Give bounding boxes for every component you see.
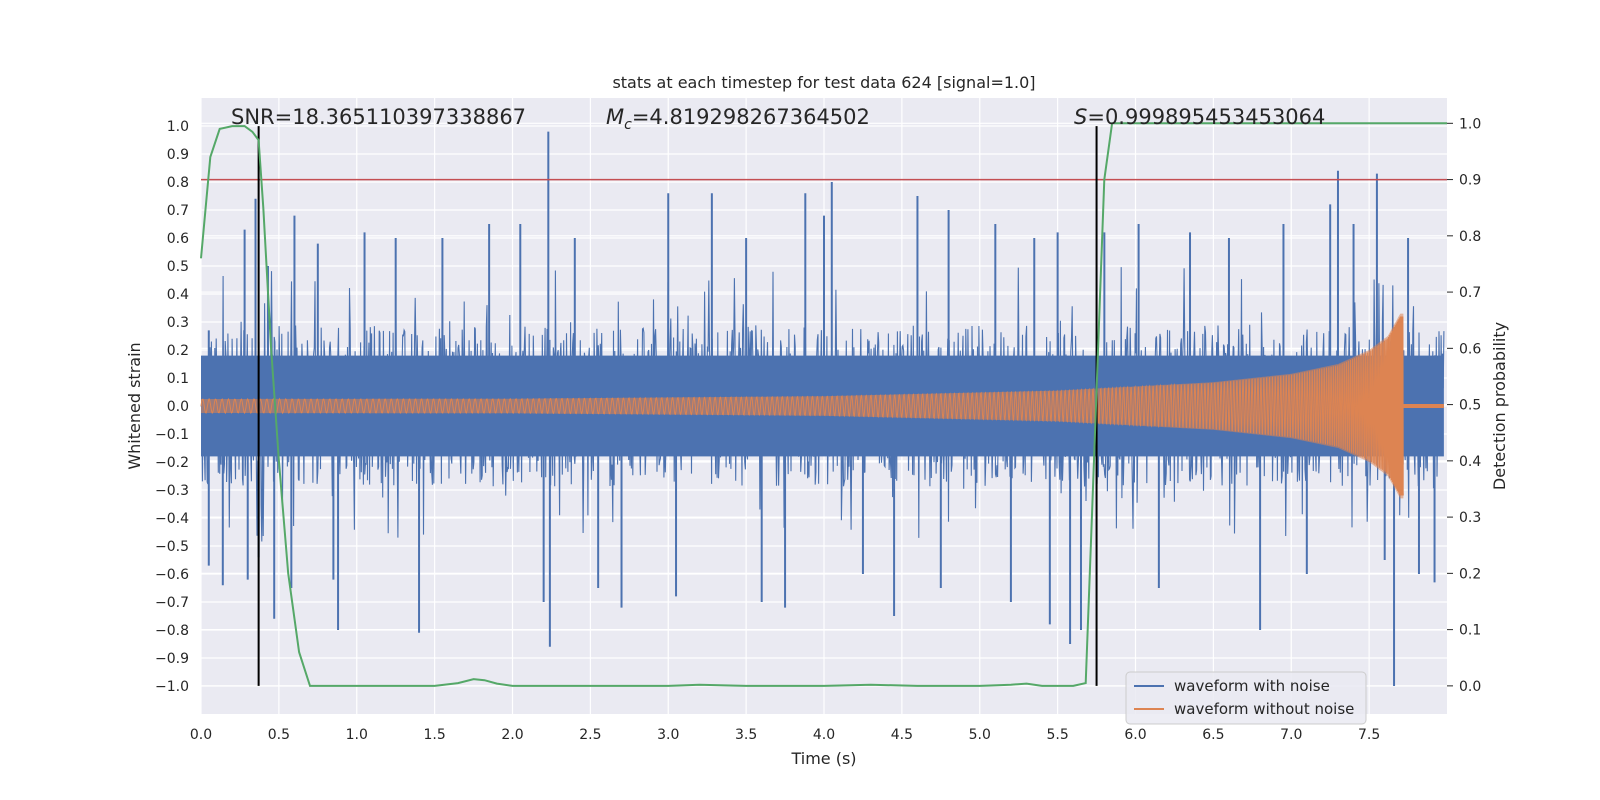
significance-annotation: S=0.999895453453064 (1074, 105, 1325, 129)
chirp-mass-subscript: c (624, 117, 632, 133)
y2-tick-label: 1.0 (1459, 116, 1481, 132)
y2-tick-label: 0.4 (1459, 454, 1481, 470)
x-tick-label: 2.0 (501, 727, 523, 743)
legend-box (1125, 671, 1367, 725)
x-tick-label: 5.0 (969, 727, 991, 743)
x-tick-label: 6.0 (1124, 727, 1146, 743)
x-tick-label: 5.5 (1046, 727, 1068, 743)
x-axis-label: Time (s) (790, 749, 856, 768)
y-tick-label: 0.9 (167, 147, 189, 163)
x-axis: 0.0 0.5 1.0 1.5 2.0 2.5 3.0 3.5 4.0 4.5 5.0 5.5 6.0 6… (190, 727, 1380, 743)
x-tick-label: 3.0 (657, 727, 679, 743)
y-tick-label: 0.1 (167, 371, 189, 387)
y-tick-label: −0.9 (155, 651, 189, 667)
chirp-mass-annotation: Mc=4.819298267364502 (606, 105, 870, 133)
y-tick-label: 0.7 (167, 203, 189, 219)
x-tick-label: 1.5 (423, 727, 445, 743)
y2-tick-label: 0.3 (1459, 510, 1481, 526)
y-axis-left: 1.0 0.9 0.8 0.7 0.6 0.5 0.4 0.3 0.2 0.1 0.0 −0.1 −0.… (155, 119, 189, 695)
y-tick-label: 1.0 (167, 119, 189, 135)
clean-waveform-envelope (201, 313, 1404, 499)
chart-title: stats at each timestep for test data 624… (612, 73, 1035, 92)
x-tick-label: 0.5 (268, 727, 290, 743)
y-tick-label: −0.4 (155, 511, 189, 527)
y-tick-label: 0.3 (167, 315, 189, 331)
y2-tick-label: 0.2 (1459, 566, 1481, 582)
y-tick-label: −0.6 (155, 567, 189, 583)
significance-symbol: S (1074, 105, 1087, 129)
y-tick-label: 0.8 (167, 175, 189, 191)
y-tick-label: 0.6 (167, 231, 189, 247)
chirp-mass-value: =4.819298267364502 (632, 105, 870, 129)
y-tick-label: −0.8 (155, 623, 189, 639)
y-tick-label: 0.5 (167, 259, 189, 275)
legend: waveform with noise waveform without noi… (1125, 671, 1367, 725)
x-tick-label: 3.5 (735, 727, 757, 743)
y-tick-label: −0.7 (155, 595, 189, 611)
y2-tick-label: 0.0 (1459, 679, 1481, 695)
y2-tick-label: 0.5 (1459, 398, 1481, 414)
y2-tick-label: 0.9 (1459, 173, 1481, 189)
y2-tick-label: 0.6 (1459, 341, 1481, 357)
x-tick-label: 7.0 (1280, 727, 1302, 743)
x-tick-label: 7.5 (1358, 727, 1380, 743)
chirp-mass-symbol: M (606, 105, 624, 129)
x-tick-label: 1.0 (346, 727, 368, 743)
y2-axis-label: Detection probability (1490, 322, 1509, 490)
series-layer (200, 122, 1447, 687)
x-tick-label: 6.5 (1202, 727, 1224, 743)
y-tick-label: 0.0 (167, 399, 189, 415)
x-tick-label: 4.0 (813, 727, 835, 743)
y-tick-label: −0.3 (155, 483, 189, 499)
y2-tick-label: 0.1 (1459, 623, 1481, 639)
x-tick-label: 0.0 (190, 727, 212, 743)
legend-label-clean: waveform without noise (1174, 700, 1354, 718)
y-axis-label: Whitened strain (125, 342, 144, 469)
y-tick-label: −0.5 (155, 539, 189, 555)
clean-waveform-trace (200, 316, 1404, 496)
y-tick-label: −0.2 (155, 455, 189, 471)
y-tick-label: −0.1 (155, 427, 189, 443)
significance-value: =0.999895453453064 (1087, 105, 1325, 129)
y-tick-label: 0.4 (167, 287, 189, 303)
legend-label-noise: waveform with noise (1174, 677, 1330, 695)
y2-tick-label: 0.7 (1459, 285, 1481, 301)
detection-probability-line (200, 122, 1447, 687)
x-tick-label: 4.5 (891, 727, 913, 743)
snr-annotation: SNR=18.365110397338867 (231, 105, 526, 129)
y2-tick-label: 0.8 (1459, 229, 1481, 245)
y-tick-label: −1.0 (155, 679, 189, 695)
x-tick-label: 2.5 (579, 727, 601, 743)
y-axis-right: 1.0 0.9 0.8 0.7 0.6 0.5 0.4 0.3 0.2 0.1 0.0 (1447, 116, 1481, 695)
y-tick-label: 0.2 (167, 343, 189, 359)
